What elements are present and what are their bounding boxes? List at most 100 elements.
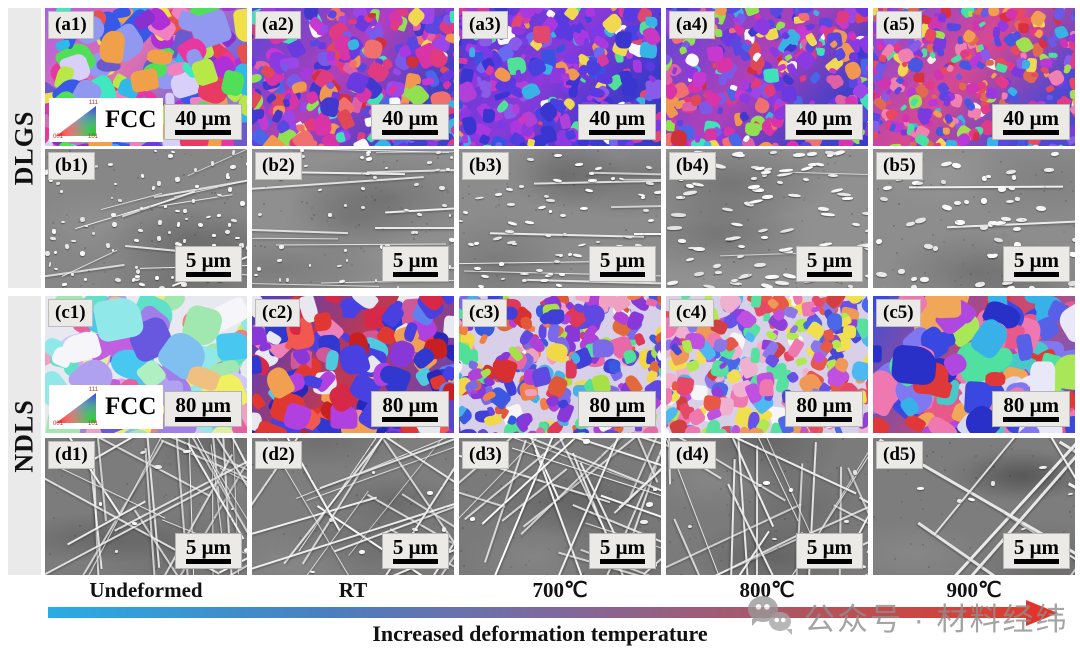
scale-bar-c1: 80 μm <box>164 391 242 427</box>
scale-text: 40 μm <box>589 106 645 130</box>
scale-bar-line <box>806 272 852 277</box>
phase-label: FCC <box>105 106 157 133</box>
scale-bar-c2: 80 μm <box>371 391 449 427</box>
scale-bar-line <box>599 272 645 277</box>
scale-bar-b4: 5 μm <box>795 246 863 282</box>
micrograph-a4: (a4) 40 μm <box>666 8 868 146</box>
scale-bar-line <box>599 559 645 564</box>
scale-bar-b1: 5 μm <box>174 246 242 282</box>
micrograph-b5: (b5) 5 μm <box>873 149 1075 288</box>
phase-label: FCC <box>105 393 157 420</box>
panel-label-b4: (b4) <box>669 152 716 180</box>
micrograph-a3: (a3) 40 μm <box>459 8 661 146</box>
ipf-color-triangle: 111 001 101 <box>53 100 99 140</box>
wechat-bubble-small <box>769 612 791 631</box>
ipf-corner-label: 111 <box>88 100 98 106</box>
scale-text: 5 μm <box>392 535 438 559</box>
ipf-corner-label: 001 <box>53 421 64 427</box>
scale-bar-line <box>589 417 645 422</box>
panel-label-c3: (c3) <box>462 299 507 327</box>
scale-text: 5 μm <box>806 535 852 559</box>
condition-label-4: 900℃ <box>946 578 1002 602</box>
scale-text: 80 μm <box>1003 393 1059 417</box>
micrograph-d2: (d2) 5 μm <box>252 438 454 575</box>
panel-label-d1: (d1) <box>48 441 95 469</box>
ipf-color-triangle: 111 001 101 <box>53 387 99 427</box>
micrograph-image-b5 <box>873 149 1075 288</box>
micrograph-b1: (b1) 5 μm <box>45 149 247 288</box>
row-group-strip-dlgs: DLGS <box>8 8 41 288</box>
micrograph-a5: (a5) 40 μm <box>873 8 1075 146</box>
scale-bar-line <box>1003 417 1059 422</box>
scale-bar-c3: 80 μm <box>578 391 656 427</box>
scale-text: 5 μm <box>185 248 231 272</box>
scale-bar-d3: 5 μm <box>588 533 656 569</box>
scale-text: 5 μm <box>806 248 852 272</box>
group-label: DLGS <box>9 110 39 186</box>
micrograph-c1: (c1) 80 μm 111 001 101 FCC <box>45 296 247 433</box>
scale-bar-d4: 5 μm <box>795 533 863 569</box>
panel-label-d4: (d4) <box>669 441 716 469</box>
micrograph-d5: (d5) 5 μm <box>873 438 1075 575</box>
ipf-legend-c1: 111 001 101 FCC <box>49 385 164 429</box>
scale-text: 5 μm <box>1013 248 1059 272</box>
temperature-gradient-arrow <box>48 607 1033 618</box>
scale-bar-a5: 40 μm <box>992 104 1070 140</box>
row-group-strip-ndls: NDLS <box>8 296 41 575</box>
panel-label-a2: (a2) <box>255 11 301 39</box>
scale-bar-c5: 80 μm <box>992 391 1070 427</box>
scale-text: 80 μm <box>175 393 231 417</box>
scale-bar-b5: 5 μm <box>1002 246 1070 282</box>
wechat-bubble-tail-small <box>786 629 792 635</box>
panel-label-b5: (b5) <box>876 152 923 180</box>
scale-text: 80 μm <box>382 393 438 417</box>
ipf-triangle-gradient <box>56 393 96 423</box>
arrow-head-icon <box>1026 600 1058 626</box>
scale-bar-line <box>806 559 852 564</box>
scale-text: 5 μm <box>392 248 438 272</box>
panel-label-c2: (c2) <box>255 299 300 327</box>
ipf-corner-label: 101 <box>87 134 98 140</box>
micrograph-c3: (c3) 80 μm <box>459 296 661 433</box>
micrograph-a2: (a2) 40 μm <box>252 8 454 146</box>
scale-bar-line <box>175 417 231 422</box>
micrograph-b4: (b4) 5 μm <box>666 149 868 288</box>
scale-bar-a4: 40 μm <box>785 104 863 140</box>
panel-label-b1: (b1) <box>48 152 95 180</box>
scale-bar-line <box>1003 130 1059 135</box>
arrow-caption: Increased deformation temperature <box>372 621 708 646</box>
panel-label-d2: (d2) <box>255 441 302 469</box>
micrograph-d4: (d4) 5 μm <box>666 438 868 575</box>
scale-bar-a3: 40 μm <box>578 104 656 140</box>
condition-label-1: RT <box>338 578 368 602</box>
ipf-corner-label: 111 <box>88 387 98 393</box>
scale-bar-b2: 5 μm <box>381 246 449 282</box>
scale-bar-c4: 80 μm <box>785 391 863 427</box>
panel-label-c1: (c1) <box>48 299 93 327</box>
scale-text: 40 μm <box>1003 106 1059 130</box>
panel-label-d3: (d3) <box>462 441 509 469</box>
panel-label-c5: (c5) <box>876 299 921 327</box>
scale-bar-line <box>382 130 438 135</box>
condition-label-0: Undeformed <box>89 578 203 602</box>
panel-label-b3: (b3) <box>462 152 509 180</box>
micrograph-d3: (d3) 5 μm <box>459 438 661 575</box>
micrograph-a1: (a1) 40 μm 111 001 101 FCC <box>45 8 247 146</box>
scale-bar-line <box>175 130 231 135</box>
panel-label-d5: (d5) <box>876 441 923 469</box>
panel-label-b2: (b2) <box>255 152 302 180</box>
scale-bar-line <box>589 130 645 135</box>
scale-bar-d1: 5 μm <box>174 533 242 569</box>
wechat-icon <box>748 593 796 639</box>
scale-bar-line <box>1013 272 1059 277</box>
wechat-bubble-tail <box>752 619 759 626</box>
micrograph-d1: (d1) 5 μm <box>45 438 247 575</box>
micrograph-c5: (c5) 80 μm <box>873 296 1075 433</box>
watermark-text: 公众号 · 材料经纬 <box>804 601 1069 637</box>
scale-text: 40 μm <box>175 106 231 130</box>
scale-text: 5 μm <box>599 248 645 272</box>
micrograph-c4: (c4) 80 μm <box>666 296 868 433</box>
group-label: NDLS <box>9 398 39 473</box>
scale-bar-b3: 5 μm <box>588 246 656 282</box>
